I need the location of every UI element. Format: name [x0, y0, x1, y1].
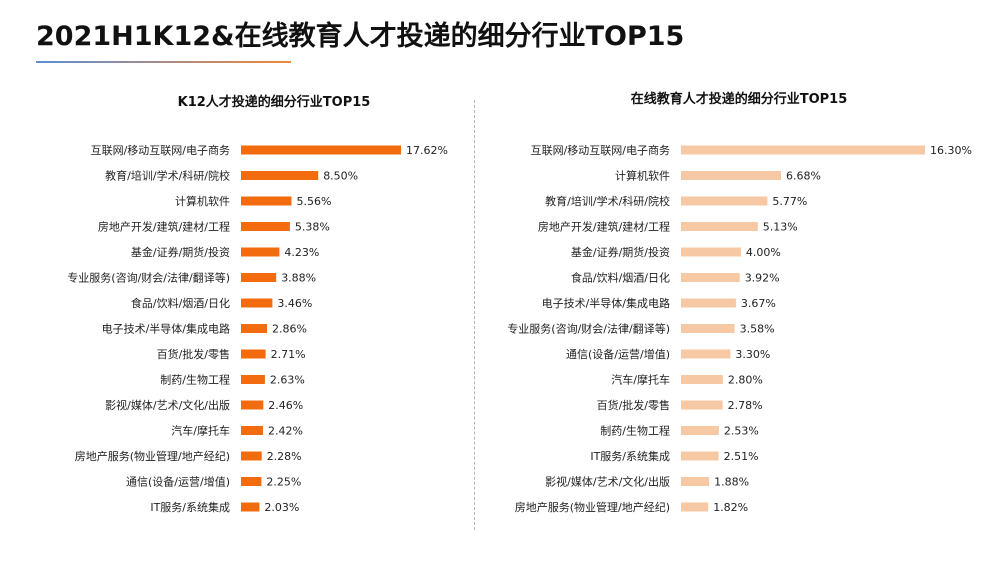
k12-bar	[241, 400, 264, 410]
online-value-label: 6.68%	[786, 170, 821, 183]
online-value-label: 3.30%	[735, 348, 770, 361]
k12-bar	[241, 426, 263, 435]
online-category-label: 互联网/移动互联网/电子商务	[531, 143, 670, 157]
online-category-label: 计算机软件	[615, 169, 670, 183]
k12-bar	[241, 298, 273, 308]
online-value-label: 2.78%	[728, 399, 763, 412]
online-category-label: 影视/媒体/艺术/文化/出版	[545, 475, 670, 489]
k12-bar	[241, 324, 267, 333]
online-category-label: 通信(设备/运营/增值)	[566, 347, 670, 361]
left-chart-title: K12人才投递的细分行业TOP15	[178, 94, 371, 110]
online-category-label: IT服务/系统集成	[590, 449, 670, 463]
online-category-label: 制药/生物工程	[600, 424, 670, 438]
k12-category-label: 百货/批发/零售	[157, 347, 230, 361]
online-value-label: 2.53%	[724, 425, 759, 438]
online-value-label: 4.00%	[746, 246, 781, 259]
online-bar	[681, 145, 925, 155]
k12-bar	[241, 222, 290, 231]
online-category-label: 房地产开发/建筑/建材/工程	[538, 220, 670, 234]
k12-category-label: 汽车/摩托车	[171, 424, 230, 438]
online-bar	[681, 196, 768, 206]
k12-category-label: 计算机软件	[175, 194, 230, 208]
k12-value-label: 5.38%	[295, 221, 330, 234]
online-value-label: 5.13%	[763, 221, 798, 234]
k12-bar	[241, 196, 292, 206]
online-bar	[681, 171, 781, 180]
k12-category-label: IT服务/系统集成	[150, 500, 230, 514]
k12-value-label: 2.42%	[268, 425, 303, 438]
k12-value-label: 2.28%	[267, 450, 302, 463]
k12-bar	[241, 273, 277, 282]
online-category-label: 食品/饮料/烟酒/日化	[571, 271, 670, 285]
k12-bar	[241, 145, 401, 155]
online-bar	[681, 324, 735, 333]
k12-category-label: 房地产服务(物业管理/地产经纪)	[75, 449, 230, 463]
online-bar	[681, 400, 723, 410]
chart-divider	[474, 100, 475, 530]
k12-value-label: 3.46%	[277, 297, 312, 310]
online-value-label: 16.30%	[930, 144, 972, 157]
k12-bar-chart: 互联网/移动互联网/电子商务 17.62% 教育/培训/学术/科研/院校 8.50% 计…	[67, 143, 448, 514]
k12-value-label: 17.62%	[406, 144, 448, 157]
online-value-label: 2.80%	[728, 374, 763, 387]
k12-category-label: 影视/媒体/艺术/文化/出版	[105, 398, 230, 412]
online-value-label: 5.77%	[772, 195, 807, 208]
online-bar	[681, 426, 719, 435]
online-bar	[681, 247, 741, 257]
k12-value-label: 2.63%	[270, 374, 305, 387]
online-category-label: 基金/证券/期货/投资	[571, 245, 670, 259]
k12-category-label: 通信(设备/运营/增值)	[126, 475, 230, 489]
online-value-label: 1.88%	[714, 476, 749, 489]
online-category-label: 房地产服务(物业管理/地产经纪)	[515, 500, 670, 514]
online-bar	[681, 222, 758, 231]
k12-value-label: 3.88%	[281, 272, 316, 285]
k12-bar	[241, 171, 319, 180]
online-value-label: 2.51%	[724, 450, 759, 463]
k12-value-label: 4.23%	[284, 246, 319, 259]
k12-value-label: 5.56%	[297, 195, 332, 208]
online-category-label: 汽车/摩托车	[611, 373, 670, 387]
online-category-label: 专业服务(咨询/财会/法律/翻译等)	[507, 322, 670, 336]
k12-category-label: 互联网/移动互联网/电子商务	[91, 143, 230, 157]
online-bar	[681, 273, 740, 282]
k12-category-label: 制药/生物工程	[160, 373, 230, 387]
k12-value-label: 2.25%	[266, 476, 301, 489]
online-category-label: 百货/批发/零售	[597, 398, 670, 412]
online-value-label: 3.92%	[745, 272, 780, 285]
online-value-label: 1.82%	[713, 501, 748, 514]
k12-category-label: 房地产开发/建筑/建材/工程	[98, 220, 230, 234]
k12-value-label: 2.03%	[264, 501, 299, 514]
online-category-label: 教育/培训/学术/科研/院校	[545, 194, 670, 208]
online-value-label: 3.58%	[740, 323, 775, 336]
online-bar	[681, 502, 709, 512]
k12-category-label: 基金/证券/期货/投资	[131, 245, 230, 259]
k12-bar	[241, 247, 280, 257]
k12-value-label: 8.50%	[323, 170, 358, 183]
online-bar	[681, 451, 719, 461]
k12-category-label: 教育/培训/学术/科研/院校	[105, 169, 230, 183]
k12-bar	[241, 375, 265, 384]
k12-value-label: 2.71%	[271, 348, 306, 361]
k12-bar	[241, 477, 262, 486]
online-value-label: 3.67%	[741, 297, 776, 310]
k12-value-label: 2.86%	[272, 323, 307, 336]
online-bar	[681, 477, 710, 486]
k12-bar	[241, 349, 266, 359]
right-chart-title: 在线教育人才投递的细分行业TOP15	[631, 91, 848, 107]
online-bar	[681, 298, 736, 308]
page-title: 2021H1K12&在线教育人才投递的细分行业TOP15	[36, 21, 685, 52]
k12-value-label: 2.46%	[268, 399, 303, 412]
k12-category-label: 专业服务(咨询/财会/法律/翻译等)	[67, 271, 230, 285]
title-underline	[36, 61, 291, 63]
online-category-label: 电子技术/半导体/集成电路	[542, 296, 670, 310]
k12-bar	[241, 451, 262, 461]
k12-bar	[241, 502, 260, 512]
online-bar	[681, 375, 723, 384]
k12-category-label: 食品/饮料/烟酒/日化	[131, 296, 230, 310]
online-bar	[681, 349, 731, 359]
online-edu-bar-chart: 互联网/移动互联网/电子商务 16.30% 计算机软件 6.68% 教育/培训/学术/科…	[507, 143, 972, 514]
k12-category-label: 电子技术/半导体/集成电路	[102, 322, 230, 336]
